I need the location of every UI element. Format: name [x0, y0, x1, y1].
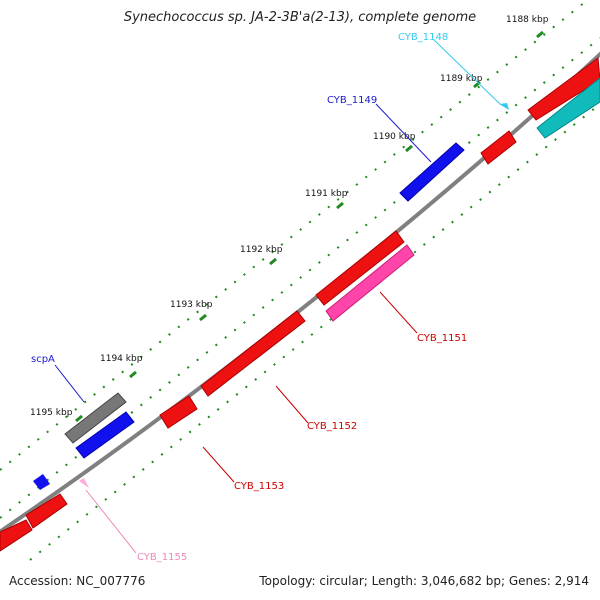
tick-label-1195: 1195 kbp: [30, 408, 73, 418]
gene-red-lower-2: [0, 519, 33, 552]
gene-label-cyb-1153: CYB_1153: [234, 481, 284, 492]
leader-cyb-1151: [379, 291, 418, 334]
tick-mark-1191: [336, 201, 344, 210]
major-tick-marks: [75, 30, 544, 423]
gene-cyb-1148: [499, 103, 509, 110]
leader-scpa: [54, 364, 85, 403]
gene-blue-lower: [75, 411, 135, 459]
gene-label-cyb-1151: CYB_1151: [417, 333, 467, 344]
gene-labels: CYB_1148 CYB_1149 CYB_1151 CYB_1152 CYB_…: [31, 32, 467, 563]
tick-label-1189: 1189 kbp: [440, 74, 483, 84]
tick-label-1193: 1193 kbp: [170, 300, 213, 310]
gene-label-cyb-1152: CYB_1152: [307, 421, 357, 432]
page-title: Synechococcus sp. JA-2-3B'a(2-13), compl…: [123, 10, 477, 25]
tick-labels: 1188 kbp 1189 kbp 1190 kbp 1191 kbp 1192…: [30, 15, 549, 418]
tick-mark-1190: [405, 144, 413, 153]
minus-strand-genes: [0, 77, 600, 552]
gene-cyb-1153: [159, 395, 198, 429]
tick-label-1191: 1191 kbp: [305, 189, 348, 199]
tick-mark-1189: [473, 80, 481, 89]
leader-cyb-1153: [202, 446, 235, 483]
gene-label-cyb-1148: CYB_1148: [398, 32, 448, 43]
leader-cyb-1149: [375, 103, 432, 163]
label-leaders: [54, 39, 501, 554]
gene-blue-small: [33, 474, 50, 490]
tick-track-inner-upper: [0, 37, 600, 519]
tick-label-1188: 1188 kbp: [506, 15, 549, 25]
gene-red-lower-1: [25, 493, 68, 529]
plus-strand-genes: [33, 57, 600, 490]
tick-mark-1188: [536, 30, 544, 39]
gene-label-cyb-1155: CYB_1155: [137, 552, 187, 563]
gene-cyb-1152: [200, 310, 306, 397]
gene-cyb-1151: [325, 244, 415, 322]
outer-tick-track: [0, 0, 600, 561]
tick-label-1190: 1190 kbp: [373, 132, 416, 142]
genome-backbone: [0, 51, 600, 535]
tick-track-outer: [0, 0, 590, 471]
tick-mark-1192: [269, 257, 277, 266]
tick-label-1194: 1194 kbp: [100, 354, 143, 364]
leader-cyb-1148: [433, 39, 501, 105]
gene-red-1189: [480, 130, 517, 165]
gene-scpa: [64, 392, 127, 444]
genome-summary-text: Topology: circular; Length: 3,046,682 bp…: [259, 574, 589, 588]
gene-label-scpa: scpA: [31, 354, 55, 365]
leader-cyb-1152: [275, 385, 309, 424]
gene-cyb-1155: [79, 478, 89, 488]
gene-cyb-1149: [399, 142, 465, 202]
tick-label-1192: 1192 kbp: [240, 245, 283, 255]
tick-track-inner-lower: [29, 103, 600, 561]
tick-mark-1195: [75, 414, 83, 423]
gene-label-cyb-1149: CYB_1149: [327, 95, 377, 106]
leader-cyb-1155: [85, 489, 137, 554]
tick-mark-1193: [199, 313, 207, 322]
gene-teal-1188: [536, 77, 600, 139]
gene-red-1191: [315, 230, 405, 306]
tick-mark-1194: [129, 370, 137, 379]
gene-red-1188-upper: [527, 57, 600, 121]
accession-text: Accession: NC_007776: [9, 574, 146, 588]
